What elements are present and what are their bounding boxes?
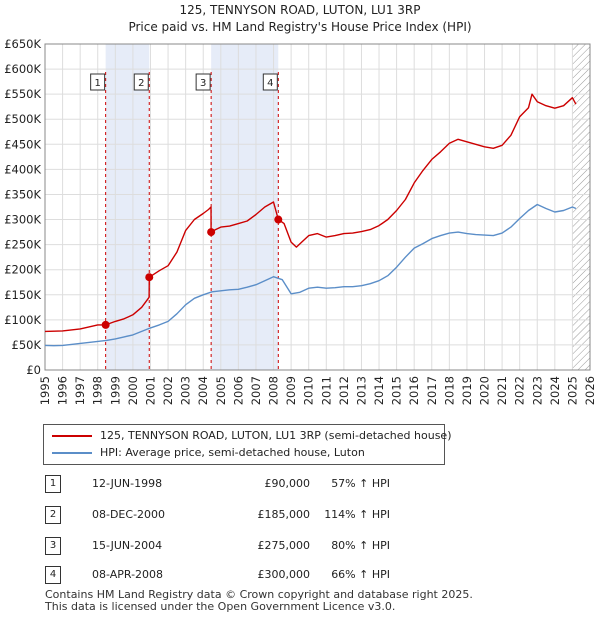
sale-price: £300,000 <box>257 568 311 581</box>
legend-label-property: 125, TENNYSON ROAD, LUTON, LU1 3RP (semi… <box>100 429 452 442</box>
sale-price: £185,000 <box>257 508 311 521</box>
sale-marker-box <box>195 73 211 91</box>
footer-licence: This data is licensed under the Open Gov… <box>45 600 396 613</box>
x-tick-label: 2017 <box>425 376 439 405</box>
y-tick-label: £400K <box>4 162 41 176</box>
chart-subtitle: Price paid vs. HM Land Registry's House … <box>128 20 472 34</box>
x-tick-label: 2006 <box>231 376 245 405</box>
series-line-property <box>44 93 577 333</box>
y-tick-label: £500K <box>4 112 41 126</box>
sale-badge: 3 <box>45 537 61 555</box>
sale-price: £90,000 <box>264 477 311 490</box>
plot-frame <box>44 43 591 371</box>
x-tick-label: 2003 <box>179 376 193 405</box>
y-tick-label: £350K <box>4 187 41 201</box>
y-tick-label: £650K <box>4 37 41 51</box>
x-tick-label: 2000 <box>126 376 140 405</box>
y-tick-label: £250K <box>4 238 41 252</box>
forecast-hatch <box>572 44 590 370</box>
sale-hpi: 80% ↑ HPI <box>331 539 390 552</box>
x-tick-label: 2015 <box>390 376 404 405</box>
x-tick-label: 2007 <box>249 376 263 405</box>
sale-hpi: 57% ↑ HPI <box>331 477 390 490</box>
x-tick-label: 1997 <box>73 376 87 405</box>
x-tick-label: 2022 <box>513 376 527 405</box>
series-line-hpi <box>44 203 577 347</box>
sale-marker-box <box>133 73 149 91</box>
sale-date: 15-JUN-2004 <box>92 539 163 552</box>
x-tick-label: 2011 <box>319 376 333 405</box>
y-tick-label: £600K <box>4 62 41 76</box>
x-tick-label: 2002 <box>161 376 175 405</box>
x-tick-label: 2020 <box>478 376 492 405</box>
shaded-period <box>211 44 279 370</box>
x-tick-label: 2009 <box>284 376 298 405</box>
y-tick-label: £450K <box>4 137 41 151</box>
x-tick-label: 2016 <box>407 376 421 405</box>
sale-badge: 2 <box>45 506 61 524</box>
x-tick-label: 2012 <box>337 376 351 405</box>
x-tick-label: 1998 <box>91 376 105 405</box>
sale-badge: 1 <box>45 475 61 493</box>
x-tick-label: 1995 <box>38 376 52 405</box>
sale-marker-label: 1 <box>94 78 100 89</box>
sale-price: £275,000 <box>257 539 311 552</box>
y-tick-label: £300K <box>4 213 41 227</box>
x-tick-label: 2026 <box>583 376 597 405</box>
sale-date: 08-APR-2008 <box>92 568 164 581</box>
x-tick-label: 2014 <box>372 376 386 405</box>
x-tick-label: 2008 <box>267 376 281 405</box>
x-tick-label: 2019 <box>460 376 474 405</box>
shaded-period <box>105 44 150 370</box>
sale-marker-box <box>262 73 278 91</box>
x-tick-label: 1999 <box>108 376 122 405</box>
sale-point <box>274 215 283 224</box>
x-tick-label: 2023 <box>530 376 544 405</box>
price-chart: 1 2 3 4 £0 £50K £100K £150K £200K £250K £300K £350K… <box>4 37 597 405</box>
sale-marker-label: 3 <box>200 78 206 89</box>
y-tick-label: £50K <box>12 338 42 352</box>
sale-badge: 4 <box>45 566 61 584</box>
legend-swatch-hpi <box>52 452 92 454</box>
x-tick-label: 2024 <box>548 376 562 405</box>
sale-marker-label: 4 <box>267 78 273 89</box>
x-tick-label: 1996 <box>56 376 70 405</box>
x-tick-label: 2005 <box>214 376 228 405</box>
x-tick-label: 2018 <box>442 376 456 405</box>
sale-hpi: 66% ↑ HPI <box>331 568 390 581</box>
sale-point <box>207 228 216 237</box>
sale-point <box>145 273 154 282</box>
x-tick-label: 2001 <box>143 376 157 405</box>
legend-label-hpi: HPI: Average price, semi-detached house,… <box>100 446 365 459</box>
sale-marker-box <box>90 73 106 91</box>
x-tick-label: 2025 <box>565 376 579 405</box>
chart-title: 125, TENNYSON ROAD, LUTON, LU1 3RP <box>179 3 421 17</box>
sale-point <box>101 320 110 329</box>
sale-date: 08-DEC-2000 <box>92 508 166 521</box>
footer-copyright: Contains HM Land Registry data © Crown c… <box>45 588 473 601</box>
y-tick-label: £100K <box>4 313 41 327</box>
sale-marker-label: 2 <box>138 78 144 89</box>
sale-date: 12-JUN-1998 <box>92 477 163 490</box>
legend: 125, TENNYSON ROAD, LUTON, LU1 3RP (semi… <box>43 424 452 465</box>
x-tick-label: 2013 <box>354 376 368 405</box>
x-tick-label: 2010 <box>302 376 316 405</box>
legend-swatch-property <box>52 435 92 437</box>
footer: Contains HM Land Registry data © Crown c… <box>45 589 473 613</box>
x-tick-label: 2021 <box>495 376 509 405</box>
y-tick-label: £550K <box>4 87 41 101</box>
y-tick-label: £0 <box>26 363 41 377</box>
x-tick-label: 2004 <box>196 376 210 405</box>
y-tick-label: £200K <box>4 263 41 277</box>
y-tick-label: £150K <box>4 288 41 302</box>
sale-hpi: 114% ↑ HPI <box>324 508 390 521</box>
